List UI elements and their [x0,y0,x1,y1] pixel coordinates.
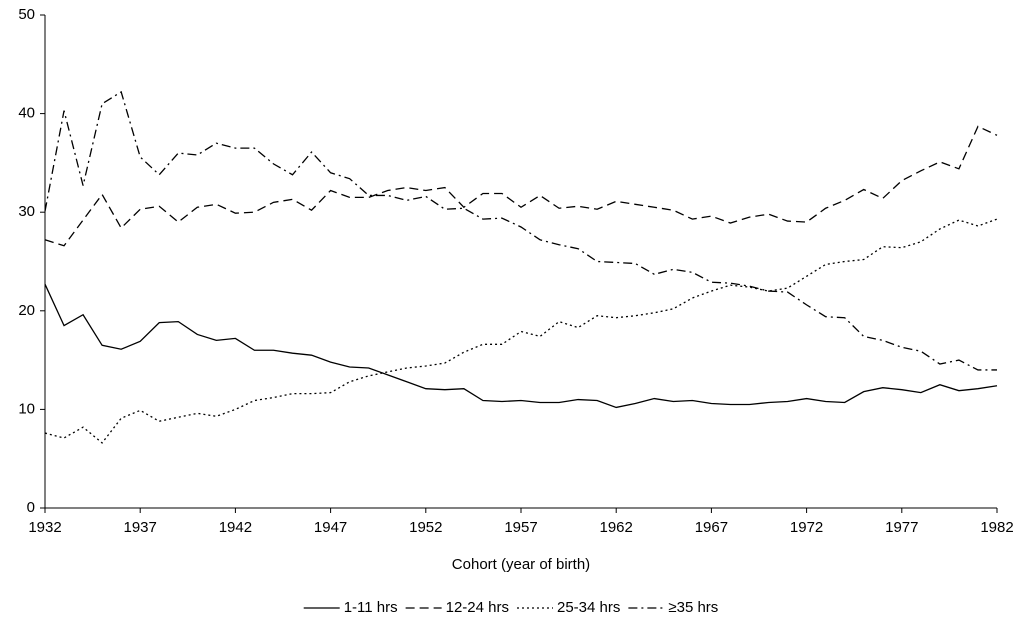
y-tick-label: 10 [18,400,35,417]
x-tick-label: 1982 [980,519,1013,536]
x-tick-label: 1932 [28,519,61,536]
x-tick-label: 1937 [124,519,157,536]
y-tick-label: 40 [18,105,35,122]
series-line [44,125,998,247]
x-tick-label: 1947 [314,519,347,536]
x-tick-label: 1972 [790,519,823,536]
series-line [44,90,997,371]
series-line [44,218,998,444]
legend-label: 12-24 hrs [446,599,509,616]
y-tick-label: 20 [18,302,35,319]
legend-label: 25-34 hrs [557,599,620,616]
x-tick-label: 1962 [600,519,633,536]
y-tick-label: 50 [18,6,35,23]
y-tick-label: 30 [18,203,35,220]
x-tick-label: 1942 [219,519,252,536]
x-axis-label: Cohort (year of birth) [452,556,590,573]
x-tick-label: 1952 [409,519,442,536]
legend-label: ≥35 hrs [668,599,718,616]
x-tick-label: 1977 [885,519,918,536]
x-tick-label: 1957 [504,519,537,536]
y-tick-label: 0 [27,499,35,516]
legend-label: 1-11 hrs [344,599,398,616]
x-tick-label: 1967 [695,519,728,536]
series-line [44,283,998,409]
